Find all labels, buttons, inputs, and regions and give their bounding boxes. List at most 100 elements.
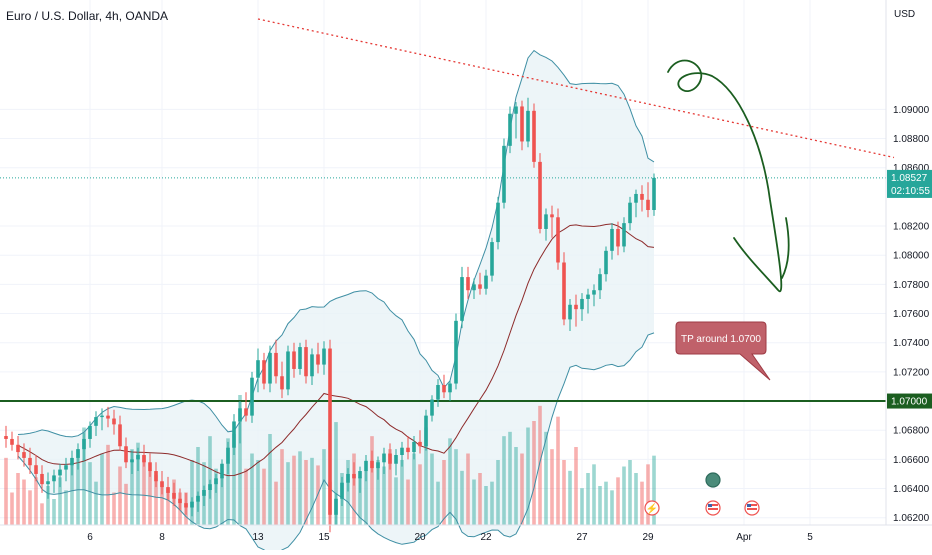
candle-body xyxy=(364,460,368,472)
candle-body xyxy=(610,228,614,251)
candle-body xyxy=(412,441,416,453)
volume-bar xyxy=(526,427,530,525)
bollinger-upper-band xyxy=(17,49,655,438)
volume-bar xyxy=(214,468,218,525)
volume-bar xyxy=(604,481,608,525)
volume-bar xyxy=(142,455,146,525)
volume-bar xyxy=(538,405,542,525)
candle-body xyxy=(160,481,164,488)
tp-price-value: 1.07000 xyxy=(891,397,928,408)
candle-body xyxy=(214,478,218,485)
volume-bar xyxy=(244,468,248,525)
candle-body xyxy=(310,354,314,377)
volume-bar xyxy=(112,492,116,525)
volume-bar xyxy=(412,453,416,525)
candle-body xyxy=(10,438,14,445)
time-tick-label: 15 xyxy=(318,532,330,543)
volume-bar xyxy=(508,431,512,525)
volume-bar xyxy=(592,464,596,525)
volume-bar xyxy=(430,453,434,525)
volume-bar xyxy=(652,455,656,525)
candle-body xyxy=(388,453,392,464)
volume-bar xyxy=(334,422,338,525)
volume-bar xyxy=(322,449,326,525)
volume-bar xyxy=(346,460,350,525)
price-tick-label: 1.06400 xyxy=(893,484,930,495)
candle-body xyxy=(436,385,440,400)
flash-event-icon[interactable] xyxy=(644,500,660,516)
volume-bar xyxy=(88,462,92,525)
candle-body xyxy=(460,277,464,321)
candle-body xyxy=(652,177,656,210)
volume-bar xyxy=(274,481,278,525)
price-tick-label: 1.06200 xyxy=(893,513,930,524)
candle-body xyxy=(280,376,284,390)
volume-bar xyxy=(220,477,224,525)
volume-bar xyxy=(520,453,524,525)
candle-body xyxy=(112,418,116,425)
time-axis-ticks[interactable]: 6 8 13 15 20 22 27 29 Apr 5 xyxy=(87,532,813,543)
volume-bar xyxy=(94,481,98,525)
us-flag-icon[interactable] xyxy=(705,500,721,516)
candle-body xyxy=(442,385,446,393)
candle-body xyxy=(538,161,542,229)
descending-resistance-trendline[interactable] xyxy=(257,18,895,159)
candle-body xyxy=(472,284,476,291)
candle-body xyxy=(124,446,128,463)
last-price-tag: 1.08527 02:10:55 xyxy=(887,169,932,198)
price-tick-label: 1.06800 xyxy=(893,426,930,437)
volume-bar xyxy=(490,481,494,525)
candle-body xyxy=(640,193,644,200)
candle-body xyxy=(76,449,80,458)
candle-body xyxy=(550,214,554,218)
volume-bar xyxy=(454,449,458,525)
candle-body xyxy=(172,492,176,499)
volume-bar xyxy=(76,449,80,525)
us-flag-icon[interactable] xyxy=(744,500,760,516)
symbol-title: Euro / U.S. Dollar, 4h, OANDA xyxy=(6,9,169,23)
volume-bar xyxy=(148,470,152,525)
candle-body xyxy=(154,471,158,482)
volume-bar xyxy=(82,427,86,525)
candle-body xyxy=(514,106,518,114)
candle-body xyxy=(532,110,536,162)
tp-callout[interactable]: TP around 1.0700 xyxy=(675,321,771,381)
volume-bar xyxy=(532,421,536,525)
candle-body xyxy=(544,214,548,229)
candle-body xyxy=(4,436,8,439)
time-tick-label: 27 xyxy=(576,532,588,543)
volume-bar xyxy=(598,486,602,525)
candle-body xyxy=(334,498,338,515)
volume-bar xyxy=(310,457,314,525)
candle-body xyxy=(244,408,248,416)
price-tick-label: 1.07200 xyxy=(893,367,930,378)
event-icons[interactable]: ⚡ xyxy=(644,472,760,516)
candle-body xyxy=(82,438,86,450)
candle-body xyxy=(418,441,422,447)
candle-body xyxy=(604,250,608,275)
candle-body xyxy=(340,482,344,499)
candle-body xyxy=(556,217,560,263)
volume-bar xyxy=(478,473,482,525)
volume-bar xyxy=(250,453,254,525)
volume-bar xyxy=(292,455,296,525)
candle-body xyxy=(70,457,74,466)
candle-body xyxy=(88,425,92,439)
volume-bar xyxy=(106,444,110,525)
candle-body xyxy=(328,348,332,515)
volume-bar xyxy=(370,436,374,525)
volume-bar xyxy=(22,479,26,525)
price-tick-label: 1.08200 xyxy=(893,222,930,233)
candle-body xyxy=(430,399,434,416)
candle-body xyxy=(316,354,320,365)
hand-drawn-projection-arrow[interactable] xyxy=(667,59,790,293)
candle-body xyxy=(100,415,104,418)
volume-bar xyxy=(400,460,404,525)
price-axis-ticks[interactable]: 1.09000 1.08800 1.08600 1.08200 1.08000 1.078… xyxy=(893,105,930,524)
volume-bar xyxy=(298,451,302,525)
world-event-icon[interactable] xyxy=(705,472,721,488)
candle-body xyxy=(508,113,512,146)
candle-body xyxy=(568,304,572,320)
